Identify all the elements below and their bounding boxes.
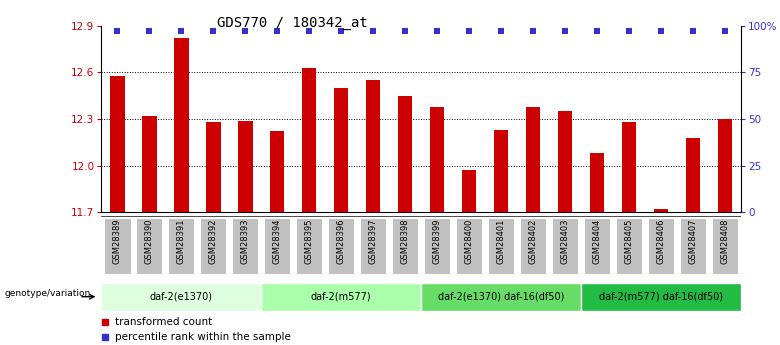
Text: GSM28400: GSM28400	[465, 218, 473, 264]
FancyBboxPatch shape	[424, 218, 450, 274]
Bar	[174, 38, 189, 212]
Text: GSM28406: GSM28406	[657, 218, 665, 264]
FancyBboxPatch shape	[712, 218, 738, 274]
Bar	[526, 107, 541, 212]
Bar	[430, 107, 445, 212]
Text: GSM28407: GSM28407	[689, 218, 697, 264]
Bar	[686, 138, 700, 212]
FancyBboxPatch shape	[232, 218, 258, 274]
Text: GSM28397: GSM28397	[369, 218, 378, 264]
Bar	[206, 122, 221, 212]
FancyBboxPatch shape	[616, 218, 642, 274]
Text: GSM28390: GSM28390	[145, 218, 154, 264]
Text: GSM28391: GSM28391	[177, 218, 186, 264]
Text: transformed count: transformed count	[115, 317, 213, 327]
Text: percentile rank within the sample: percentile rank within the sample	[115, 332, 292, 342]
Bar	[302, 68, 317, 212]
Bar	[398, 96, 413, 212]
Text: GSM28408: GSM28408	[721, 218, 729, 264]
Bar	[558, 111, 573, 212]
Text: GSM28405: GSM28405	[625, 218, 633, 264]
FancyBboxPatch shape	[105, 218, 130, 274]
Bar	[462, 170, 477, 212]
FancyBboxPatch shape	[581, 283, 741, 310]
Text: GSM28398: GSM28398	[401, 218, 410, 264]
Text: GSM28399: GSM28399	[433, 218, 441, 264]
FancyBboxPatch shape	[296, 218, 322, 274]
FancyBboxPatch shape	[648, 218, 674, 274]
Text: GSM28402: GSM28402	[529, 218, 537, 264]
Text: GDS770 / 180342_at: GDS770 / 180342_at	[217, 16, 367, 30]
FancyBboxPatch shape	[101, 283, 261, 310]
FancyBboxPatch shape	[328, 218, 354, 274]
FancyBboxPatch shape	[680, 218, 706, 274]
FancyBboxPatch shape	[168, 218, 194, 274]
FancyBboxPatch shape	[520, 218, 546, 274]
Bar	[334, 88, 349, 212]
Text: GSM28389: GSM28389	[113, 218, 122, 264]
FancyBboxPatch shape	[456, 218, 482, 274]
Bar	[270, 131, 285, 212]
Bar	[142, 116, 157, 212]
FancyBboxPatch shape	[264, 218, 290, 274]
Text: GSM28392: GSM28392	[209, 218, 218, 264]
Bar	[494, 130, 509, 212]
Text: genotype/variation: genotype/variation	[4, 289, 90, 298]
Text: daf-2(m577): daf-2(m577)	[311, 291, 371, 301]
Bar	[622, 122, 636, 212]
FancyBboxPatch shape	[488, 218, 514, 274]
Bar	[590, 153, 604, 212]
FancyBboxPatch shape	[552, 218, 578, 274]
Text: daf-2(e1370) daf-16(df50): daf-2(e1370) daf-16(df50)	[438, 291, 565, 301]
Text: GSM28396: GSM28396	[337, 218, 346, 264]
Text: GSM28393: GSM28393	[241, 218, 250, 264]
Bar	[654, 209, 668, 212]
FancyBboxPatch shape	[136, 218, 162, 274]
Text: daf-2(e1370): daf-2(e1370)	[150, 291, 213, 301]
Bar	[110, 76, 125, 212]
Bar	[718, 119, 732, 212]
FancyBboxPatch shape	[200, 218, 226, 274]
FancyBboxPatch shape	[360, 218, 386, 274]
Bar	[238, 121, 253, 212]
FancyBboxPatch shape	[421, 283, 581, 310]
Text: GSM28395: GSM28395	[305, 218, 314, 264]
Text: GSM28394: GSM28394	[273, 218, 282, 264]
FancyBboxPatch shape	[584, 218, 610, 274]
Text: GSM28403: GSM28403	[561, 218, 569, 264]
Text: GSM28404: GSM28404	[593, 218, 601, 264]
Text: daf-2(m577) daf-16(df50): daf-2(m577) daf-16(df50)	[599, 291, 723, 301]
FancyBboxPatch shape	[261, 283, 421, 310]
FancyBboxPatch shape	[392, 218, 418, 274]
Text: GSM28401: GSM28401	[497, 218, 505, 264]
Bar	[366, 80, 381, 212]
